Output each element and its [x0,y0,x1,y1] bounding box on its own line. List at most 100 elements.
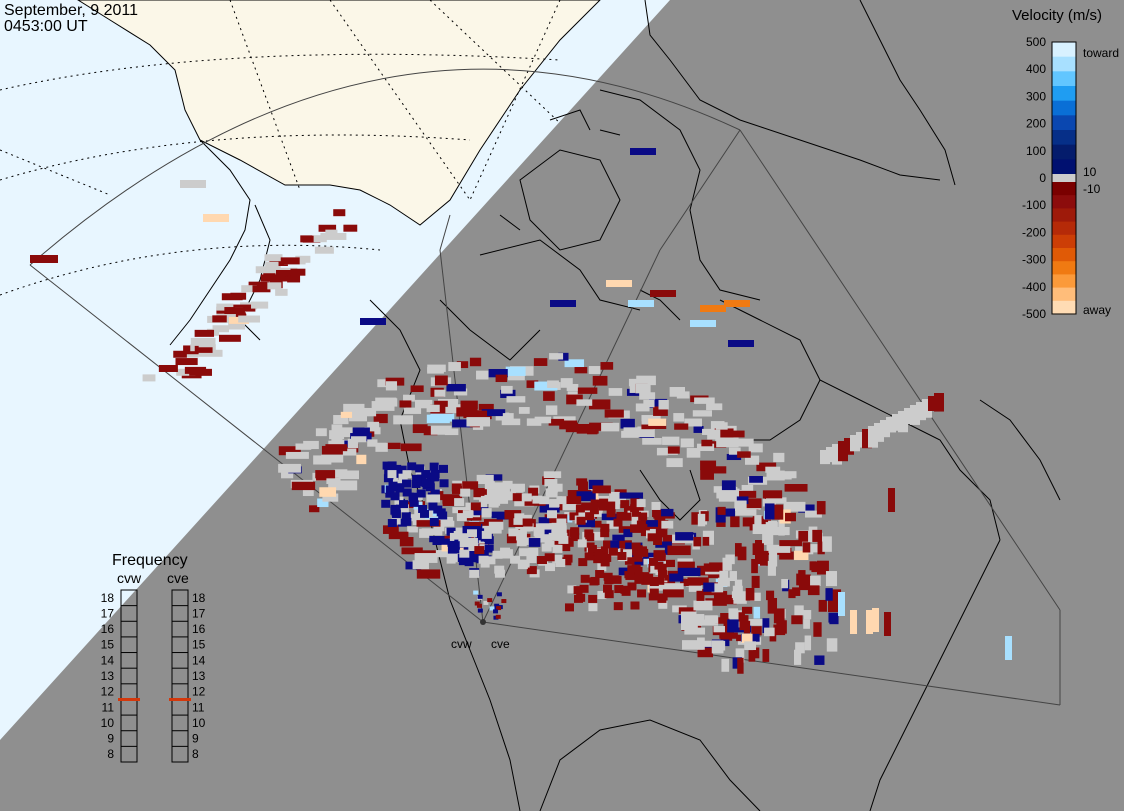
scatter-cell [470,502,481,511]
scatter-cell [762,618,770,634]
scatter-cell [224,307,245,315]
scatter-cell [884,612,891,636]
scatter-cell [476,474,494,485]
scatter-cell [560,378,573,388]
scatter-cell [420,509,430,518]
scatter-cell [526,380,539,388]
scatter-cell [619,492,644,499]
scatter-cell [755,518,771,529]
scatter-cell [588,366,601,375]
scatter-cell [745,455,760,465]
scatter-cell [557,532,568,541]
scatter-cell [495,374,508,383]
scatter-cell [428,502,438,511]
scatter-cell [741,606,753,614]
scatter-cell [606,520,619,529]
scatter-cell [451,485,462,494]
scatter-cell [410,385,424,393]
scatter-cell [576,516,586,525]
scatter-cell [481,509,492,518]
frequency-tick-label: 12 [192,685,206,699]
scatter-cell [832,444,842,465]
scatter-cell [569,512,579,521]
scatter-cell [507,373,525,381]
scatter-cell [838,441,848,462]
scatter-cell [723,508,735,517]
scatter-cell [502,480,513,489]
scatter-cell [637,558,654,565]
scatter-cell [423,426,438,436]
frequency-tick-label: 16 [192,622,206,636]
scatter-cell [856,432,866,448]
scatter-cell [576,478,588,486]
scatter-cell [700,305,726,312]
scatter-cell [489,606,495,611]
scatter-cell [437,398,459,407]
scatter-cell [577,481,588,492]
colorbar-tick-label: -200 [1022,225,1046,239]
scatter-cell [719,570,729,581]
scatter-cell [872,608,879,632]
scatter-cell [766,590,775,601]
scatter-cell [418,504,428,513]
scatter-cell [630,148,656,155]
scatter-cell [578,558,588,567]
scatter-cell [838,592,845,616]
scatter-cell [630,504,640,513]
scatter-cell [317,498,329,508]
scatter-cell [448,362,461,372]
scatter-cell [322,493,339,502]
scatter-cell [750,592,761,601]
scatter-cell [516,538,527,547]
scatter-cell [469,357,482,367]
scatter-cell [212,315,227,323]
scatter-cell [697,647,714,658]
scatter-cell [844,438,854,455]
scatter-cell [751,626,762,636]
scatter-cell [367,439,378,447]
colorbar-swatch [1052,248,1076,262]
scatter-cell [388,481,398,490]
scatter-cell [681,614,705,624]
scatter-cell [715,507,726,523]
scatter-cell [634,572,644,581]
scatter-cell [608,547,618,556]
frequency-tick-label: 15 [101,638,115,652]
scatter-cell [512,493,523,502]
frequency-tick-label: 15 [192,638,206,652]
scatter-cell [669,387,685,397]
scatter-cell [442,496,463,506]
radar-site-marker [480,619,486,625]
scatter-cell [318,224,337,232]
scatter-cell [610,540,620,549]
scatter-cell [628,571,638,580]
scatter-cell [356,454,367,465]
scatter-cell [349,411,368,422]
scatter-cell [401,512,411,521]
scatter-cell [523,523,534,532]
scatter-cell [631,516,641,525]
scatter-cell [745,587,755,601]
scatter-cell [588,479,604,490]
scatter-cell [570,533,580,542]
scatter-cell [699,619,719,626]
scatter-cell [212,325,229,333]
scatter-cell [483,600,489,605]
scatter-cell [302,235,321,243]
scatter-cell [407,526,418,533]
scatter-cell [431,494,441,503]
scatter-cell [711,640,724,654]
scatter-cell [589,577,599,586]
scatter-cell [194,345,213,353]
scatter-cell [475,532,485,541]
scatter-cell [508,528,519,537]
scatter-cell [419,528,430,538]
scatter-cell [547,510,558,519]
scatter-cell [631,542,641,551]
scatter-cell [333,209,346,217]
scatter-cell [429,517,439,526]
scatter-cell [592,375,608,386]
scatter-cell [677,567,701,577]
scatter-cell [252,285,271,293]
